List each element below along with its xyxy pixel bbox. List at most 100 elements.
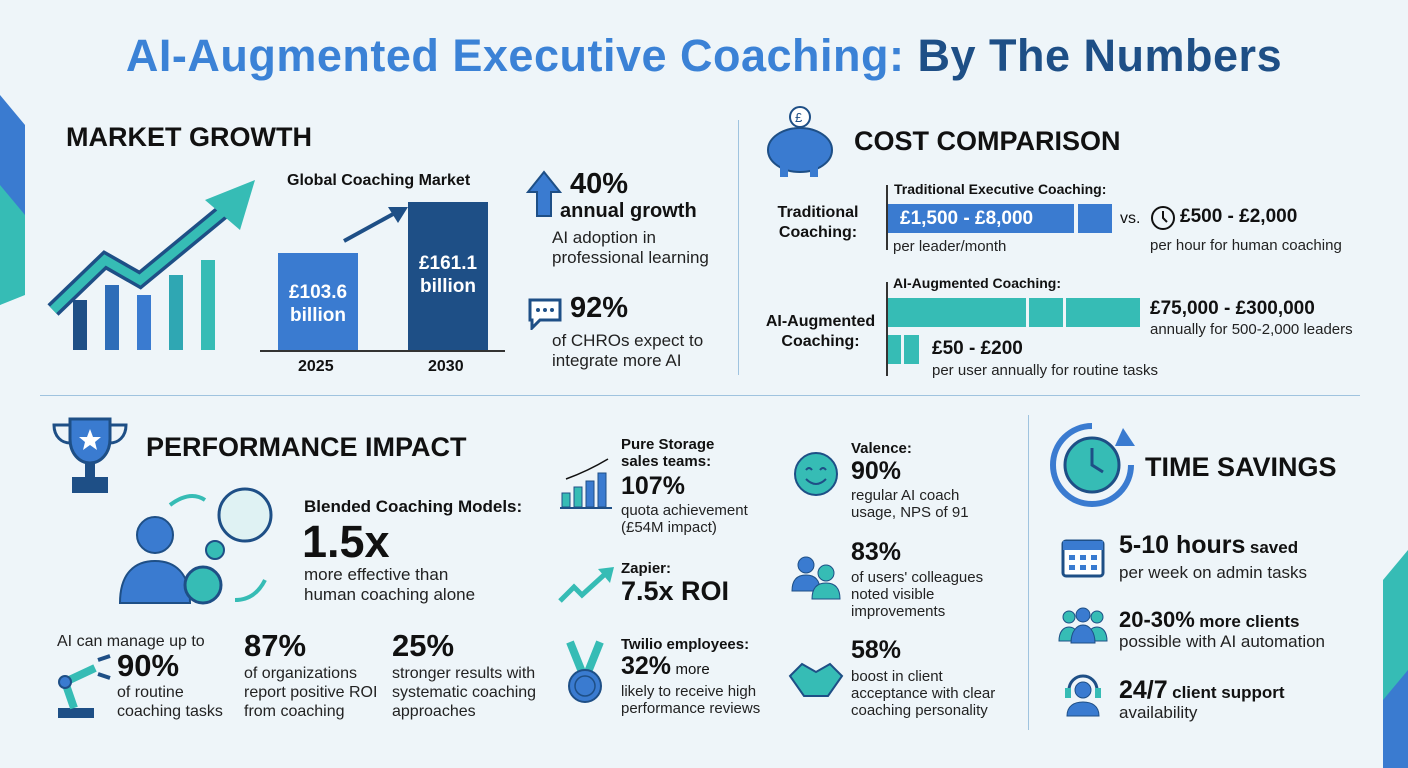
group-icon — [1058, 607, 1108, 644]
ai-title: AI-Augmented Coaching: — [893, 275, 1061, 291]
twilio-stat: 32% more — [621, 652, 710, 681]
acceptance-desc: boost in client acceptance with clear co… — [851, 668, 996, 719]
clock-refresh-icon — [1050, 423, 1135, 507]
clients-desc: possible with AI automation — [1119, 632, 1326, 651]
twilio-suffix: more — [675, 661, 710, 678]
bar-2030: £161.1 billion — [408, 202, 488, 350]
svg-text:£: £ — [795, 110, 803, 125]
growth-arrow-chart-icon — [47, 180, 255, 350]
valence-desc: regular AI coach usage, NPS of 91 — [851, 487, 969, 521]
valence-value: 90% — [851, 457, 902, 485]
roi-desc: of organizations report positive ROI fro… — [244, 665, 378, 720]
blended-value: 1.5x — [302, 516, 390, 567]
ai-range-2: £50 - £200 — [932, 338, 1023, 359]
hourly-note: per hour for human coaching — [1150, 237, 1342, 254]
trophy-icon — [52, 417, 128, 493]
results-desc: stronger results with systematic coachin… — [392, 665, 537, 720]
clients-stat: 20-30% more clients — [1119, 607, 1299, 633]
traditional-title: Traditional Executive Coaching: — [894, 181, 1107, 197]
robot-arm-icon — [58, 654, 111, 718]
ai-bar-segment-1 — [888, 298, 1026, 327]
calendar-icon — [1061, 539, 1105, 578]
traditional-row-label: Traditional Coaching: — [777, 204, 859, 241]
ai-note-2: per user annually for routine tasks — [932, 362, 1158, 379]
results-value: 25% — [392, 628, 455, 663]
page-title: AI-Augmented Executive Coaching: By The … — [0, 30, 1408, 82]
support-suffix: client support — [1172, 683, 1285, 702]
manage-pre: AI can manage up to — [57, 633, 205, 650]
purestorage-desc: quota achievement (£54M impact) — [621, 502, 748, 536]
title-part2: By The Numbers — [917, 30, 1283, 81]
ai-bar-segment-3 — [1066, 298, 1140, 327]
support-desc: availability — [1119, 703, 1198, 722]
ai-row-label: AI-Augmented Coaching: — [765, 313, 876, 350]
roi-value: 87% — [244, 628, 307, 663]
ai-note-1: annually for 500-2,000 leaders — [1150, 321, 1353, 338]
stat-92-desc: of CHROs expect to integrate more AI — [552, 331, 704, 370]
stat-40-desc: AI adoption in professional learning — [552, 228, 709, 267]
support-stat: 24/7 client support — [1119, 676, 1285, 705]
corner-decoration-left — [0, 95, 25, 305]
bar-2030-unit: billion — [420, 276, 476, 297]
blended-desc: more effective than human coaching alone — [304, 565, 476, 604]
ai-small-bar-2 — [904, 335, 919, 364]
vs-label: vs. — [1120, 210, 1141, 227]
bar-label-2030: 2030 — [428, 358, 464, 375]
bar-growth-arrow-icon — [343, 207, 408, 243]
corner-decoration-right — [1383, 550, 1408, 768]
purestorage-value: 107% — [621, 472, 685, 500]
support-value: 24/7 — [1119, 676, 1168, 704]
hours-desc: per week on admin tasks — [1119, 563, 1308, 582]
twilio-desc: likely to receive high performance revie… — [621, 683, 761, 717]
acceptance-value: 58% — [851, 636, 902, 664]
medal-icon — [566, 640, 604, 703]
cost-heading: COST COMPARISON — [854, 126, 1121, 156]
hours-suffix: saved — [1249, 538, 1299, 557]
bar-2025-unit: billion — [290, 305, 346, 326]
colleagues-desc: of users' colleagues noted visible impro… — [851, 569, 984, 620]
twilio-label: Twilio employees: — [621, 636, 750, 653]
market-axis — [260, 350, 505, 352]
purestorage-label: Pure Storage sales teams: — [621, 436, 715, 470]
blended-label: Blended Coaching Models: — [304, 497, 523, 516]
support-agent-icon — [1065, 674, 1101, 717]
traditional-bar-segment — [1078, 204, 1112, 233]
hours-stat: 5-10 hours saved — [1119, 531, 1298, 560]
divider-bottom — [1028, 415, 1029, 730]
market-heading: MARKET GROWTH — [66, 122, 312, 152]
clients-suffix: more clients — [1199, 612, 1300, 631]
zigzag-growth-arrow-icon — [558, 567, 614, 603]
stat-40-sub: annual growth — [560, 200, 697, 222]
ai-range-1: £75,000 - £300,000 — [1150, 298, 1315, 319]
ai-small-bar-1 — [888, 335, 901, 364]
hours-value: 5-10 hours — [1119, 531, 1246, 559]
ai-axis — [886, 282, 888, 376]
traditional-note: per leader/month — [893, 238, 1007, 255]
stat-92-value: 92% — [570, 292, 629, 324]
manage-desc: of routine coaching tasks — [117, 684, 223, 720]
chat-bubble-icon — [528, 298, 562, 330]
clock-icon — [1151, 206, 1175, 230]
stat-40-value: 40% — [570, 168, 629, 200]
bar-chart-trend-icon — [560, 458, 612, 509]
up-arrow-icon — [526, 170, 562, 217]
time-heading: TIME SAVINGS — [1145, 452, 1337, 482]
bar-2025: £103.6 billion — [278, 253, 358, 350]
bar-2025-value: £103.6 — [288, 282, 348, 303]
zapier-label: Zapier: — [621, 560, 672, 577]
zapier-value: 7.5x ROI — [621, 576, 730, 606]
bar-2030-value: £161.1 — [418, 253, 478, 274]
valence-label: Valence: — [851, 440, 912, 457]
title-part1: AI-Augmented Executive Coaching: — [125, 30, 905, 81]
market-chart-title: Global Coaching Market — [287, 172, 471, 189]
divider-top — [738, 120, 739, 375]
traditional-axis — [886, 185, 888, 250]
piggy-bank-icon: £ — [767, 106, 833, 177]
traditional-range-bar: £1,500 - £8,000 — [888, 204, 1074, 233]
divider-horizontal — [40, 395, 1360, 396]
smiley-face-icon — [794, 452, 838, 496]
coach-brain-gears-icon — [118, 487, 273, 605]
twilio-value: 32% — [621, 652, 672, 680]
performance-heading: PERFORMANCE IMPACT — [146, 432, 467, 462]
users-icon — [791, 556, 841, 600]
